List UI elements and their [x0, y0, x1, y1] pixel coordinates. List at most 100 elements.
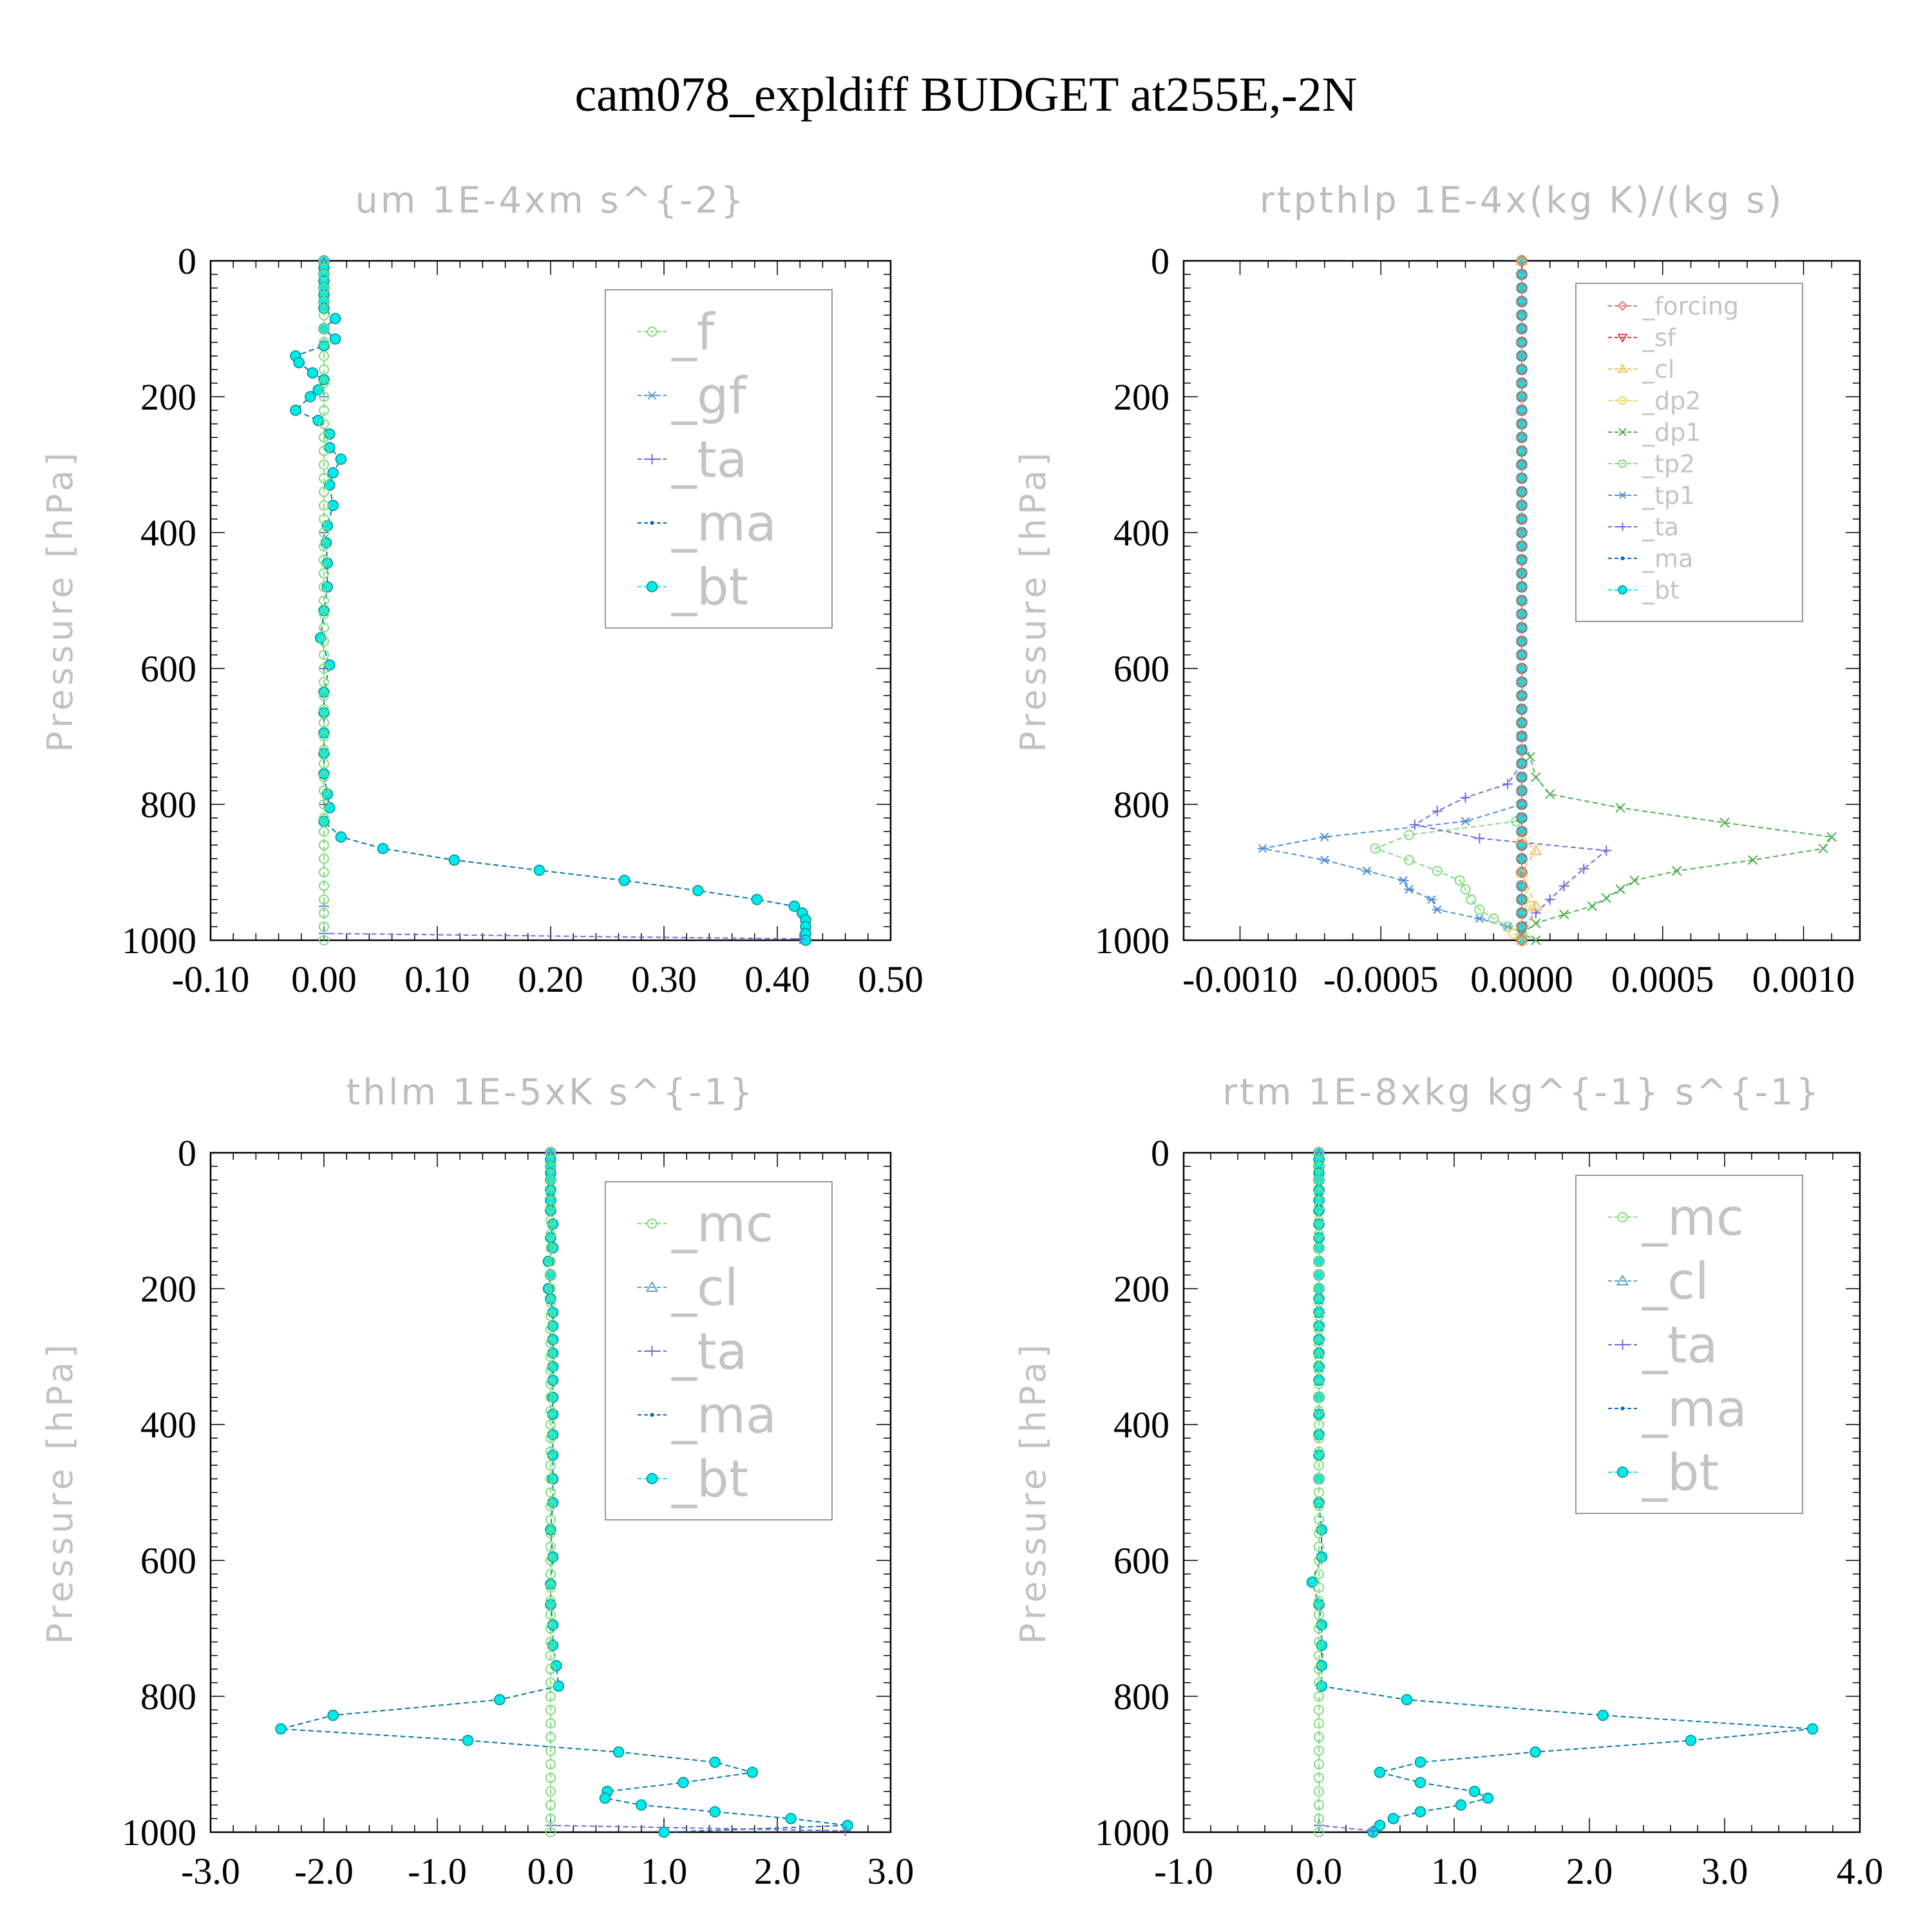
data-point — [545, 1555, 556, 1566]
data-point — [319, 785, 329, 796]
y-tick-label: 400 — [1113, 512, 1170, 554]
data-point — [1432, 905, 1443, 914]
data-point — [1314, 1514, 1324, 1525]
legend-entry: _dp2 — [1642, 386, 1701, 415]
data-point — [1454, 875, 1465, 886]
data-point — [1368, 1825, 1378, 1836]
data-point — [545, 1215, 556, 1226]
data-point — [545, 1175, 556, 1186]
data-point — [335, 453, 347, 465]
legend-marker — [1618, 522, 1627, 531]
data-point — [1515, 323, 1528, 335]
y-tick-label: 600 — [1113, 648, 1170, 690]
data-point — [1818, 843, 1828, 854]
data-point — [545, 1799, 556, 1810]
data-point — [319, 269, 329, 280]
legend-entry: _f — [671, 303, 715, 361]
data-point — [545, 1650, 556, 1661]
data-point — [1314, 1609, 1324, 1620]
data-point — [321, 581, 334, 593]
series-line-tp1 — [1262, 804, 1522, 934]
data-point — [1314, 1555, 1324, 1566]
data-point — [1404, 855, 1414, 866]
legend-entry: _tp2 — [1642, 450, 1695, 478]
data-point — [319, 283, 329, 294]
data-point — [494, 1694, 506, 1706]
data-point — [1515, 281, 1528, 294]
data-point — [319, 446, 329, 457]
y-tick-label: 1000 — [1095, 1812, 1170, 1853]
data-point — [1515, 880, 1528, 893]
data-point — [1314, 1623, 1324, 1634]
panel-1: 0 200 400 600 800 1000-0.10 0.00 0.10 0.20 0.30 0.… — [40, 180, 923, 1000]
x-tick-label: 0.0005 — [1611, 958, 1714, 1000]
data-point — [1314, 1324, 1324, 1335]
data-point — [545, 1378, 556, 1389]
y-tick-label: 0 — [178, 1132, 196, 1174]
data-point — [319, 405, 329, 416]
data-point — [1482, 1792, 1494, 1804]
data-point — [1629, 875, 1640, 886]
data-point — [319, 853, 329, 864]
data-point — [545, 1501, 556, 1511]
x-tick-label: 2.0 — [754, 1850, 801, 1892]
data-point — [1515, 459, 1528, 471]
data-point — [319, 813, 329, 824]
y-tick-label: 200 — [1113, 1268, 1170, 1310]
data-point — [545, 1827, 556, 1837]
data-point — [1374, 1819, 1386, 1832]
legend-marker — [647, 454, 658, 464]
data-point — [1545, 789, 1555, 799]
data-point — [1314, 1148, 1324, 1158]
data-point — [1515, 798, 1528, 811]
data-point — [290, 404, 301, 416]
data-point — [1515, 662, 1528, 675]
data-point — [1314, 1433, 1324, 1444]
data-point — [319, 582, 329, 592]
data-point — [1409, 819, 1420, 830]
data-point — [658, 1826, 670, 1838]
data-point — [545, 1541, 556, 1552]
data-point — [1468, 1785, 1481, 1797]
data-point — [1515, 308, 1528, 321]
data-point — [1515, 621, 1528, 634]
data-point — [788, 900, 800, 912]
legend-entry: _ta — [671, 431, 747, 489]
y-tick-label: 1000 — [122, 920, 196, 961]
legend-marker — [1617, 1340, 1628, 1350]
data-point — [1515, 567, 1528, 580]
data-point — [329, 333, 341, 345]
axis-ticks — [210, 1152, 891, 1833]
data-point — [545, 1283, 556, 1294]
y-tick-label: 800 — [1113, 1676, 1170, 1718]
data-point — [1515, 703, 1528, 715]
data-point — [545, 1365, 556, 1376]
data-point — [545, 1772, 556, 1783]
data-point — [1414, 1806, 1426, 1818]
data-point — [1314, 1569, 1324, 1580]
data-point — [324, 428, 336, 440]
data-point — [293, 357, 305, 368]
legend-box — [1575, 283, 1803, 622]
y-tick-label: 200 — [1113, 376, 1170, 418]
data-point — [319, 840, 329, 851]
y-tick-label: 800 — [1113, 784, 1170, 826]
legend-marker — [650, 521, 654, 525]
data-point — [1515, 513, 1528, 526]
legend-marker — [650, 1413, 654, 1417]
data-point — [319, 677, 329, 688]
data-point — [1314, 1202, 1324, 1213]
data-point — [1515, 784, 1528, 797]
y-tick-label: 1000 — [1095, 920, 1170, 961]
data-point — [319, 256, 329, 266]
data-point — [1314, 1786, 1324, 1797]
data-point — [1398, 876, 1409, 885]
x-tick-label: 4.0 — [1837, 1850, 1884, 1892]
data-point — [1515, 716, 1528, 729]
legend-entry: _ma — [1642, 1380, 1747, 1438]
x-tick-label: -1.0 — [408, 1850, 467, 1892]
x-tick-label: 0.10 — [404, 958, 470, 1000]
series-line-bt — [280, 1153, 848, 1833]
y-tick-label: 800 — [140, 1676, 196, 1718]
